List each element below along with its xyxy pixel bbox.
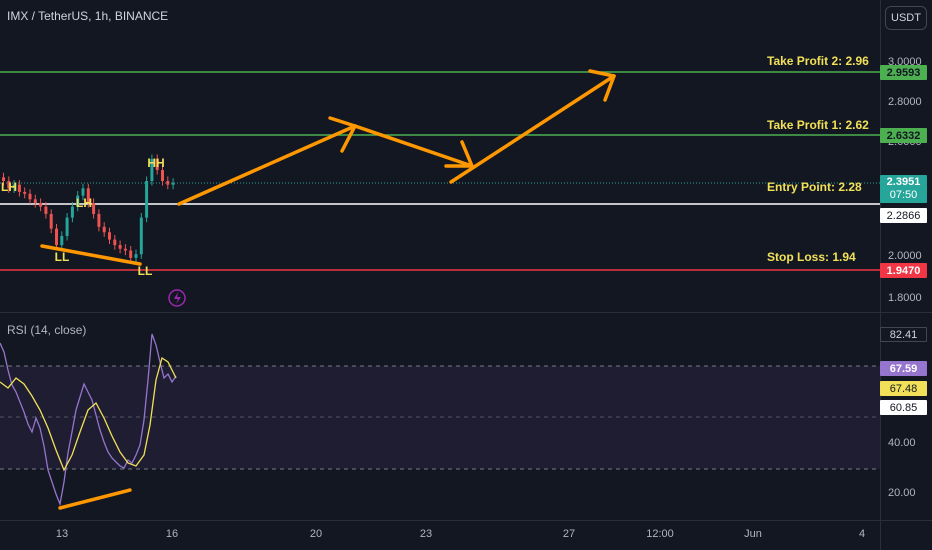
candle-body[interactable] [161, 170, 164, 181]
lightning-icon[interactable] [174, 292, 181, 304]
candle-body[interactable] [113, 239, 117, 246]
candle-body[interactable] [2, 177, 5, 181]
take-profit-1-label: Take Profit 1: 2.62 [767, 118, 869, 132]
candle-body[interactable] [28, 193, 32, 200]
candle-body[interactable] [17, 184, 21, 192]
candle-body[interactable] [97, 213, 101, 227]
projection-arrows[interactable] [177, 69, 616, 206]
candle-body[interactable] [145, 181, 149, 218]
rsi-ma-badge: 67.48 [880, 381, 927, 396]
wave-label-ll-2: LL [137, 264, 153, 278]
candle-body[interactable] [23, 191, 27, 194]
stop-loss-label: Stop Loss: 1.94 [767, 250, 856, 264]
sl-price-badge: 1.9470 [880, 263, 927, 278]
time-axis-tick: Jun [744, 528, 762, 540]
rsi-line[interactable] [0, 333, 177, 507]
candle-body[interactable] [171, 182, 175, 185]
entry-point-label: Entry Point: 2.28 [767, 180, 862, 194]
candle-body[interactable] [7, 181, 11, 189]
rsi-title[interactable]: RSI (14, close) [7, 323, 87, 337]
candle-body[interactable] [60, 235, 64, 246]
candle-body[interactable] [70, 206, 74, 218]
tp1-price-badge: 2.6332 [880, 128, 927, 143]
candle-body[interactable] [92, 202, 96, 214]
current-price-value: 2.3951 [886, 176, 921, 188]
arrow-up-1[interactable] [177, 124, 357, 206]
entry-price-badge: 2.2866 [880, 208, 927, 223]
arrow-down[interactable] [353, 124, 474, 168]
price-axis-tick: 2.0000 [888, 250, 922, 262]
rsi-ma-line[interactable] [0, 356, 177, 472]
time-axis-tick: 4 [858, 528, 866, 540]
candle-body[interactable] [55, 228, 58, 246]
time-axis-tick: 23 [419, 528, 433, 540]
candle-body[interactable] [81, 188, 85, 196]
candle-body[interactable] [123, 248, 127, 251]
arrow-head-2[interactable] [444, 140, 474, 168]
time-axis-tick: 27 [562, 528, 576, 540]
candle-body[interactable] [118, 245, 122, 249]
wave-label-lh-1: LH [1, 180, 17, 194]
time-axis-tick: 16 [165, 528, 179, 540]
tp2-price-badge: 2.9593 [880, 65, 927, 80]
time-axis-tick: 12:00 [646, 528, 674, 540]
candle-body[interactable] [134, 254, 138, 258]
candle-body[interactable] [33, 199, 37, 203]
candle-body[interactable] [155, 159, 159, 171]
wave-label-hh: HH [147, 156, 165, 170]
candle-body[interactable] [166, 181, 170, 185]
candle-body[interactable] [108, 232, 111, 240]
candle-body[interactable] [150, 159, 154, 181]
candle-body[interactable] [49, 213, 53, 229]
candle-body[interactable] [12, 184, 16, 189]
lightning-circle[interactable] [168, 289, 186, 307]
take-profit-2-label: Take Profit 2: 2.96 [767, 54, 869, 68]
rsi-mid-badge: 60.85 [880, 400, 927, 415]
arrow-head-3[interactable] [588, 69, 616, 102]
wave-label-ll-1: LL [54, 250, 70, 264]
symbol-title[interactable]: IMX / TetherUS, 1h, BINANCE [7, 9, 169, 23]
countdown-value: 07:50 [889, 189, 918, 201]
arrow-up-2[interactable] [449, 74, 616, 184]
candle-body[interactable] [65, 217, 69, 236]
candle-body[interactable] [76, 195, 80, 207]
candle-body[interactable] [39, 202, 43, 207]
current-price-badge: 2.3951 07:50 [880, 175, 927, 203]
rsi-axis-tick: 40.00 [888, 437, 916, 449]
time-axis-tick: 13 [55, 528, 69, 540]
currency-button[interactable]: USDT [885, 6, 927, 30]
rsi-high-badge: 82.41 [880, 327, 927, 342]
candle-body[interactable] [44, 206, 48, 214]
rsi-divergence-line[interactable] [58, 488, 132, 510]
rsi-value-badge: 67.59 [880, 361, 927, 376]
candle-body[interactable] [129, 250, 133, 258]
candle-body[interactable] [86, 188, 90, 203]
wave-label-lh-2: LH [76, 196, 92, 210]
candle-body[interactable] [102, 226, 106, 233]
candles-group [2, 154, 175, 263]
time-axis-tick: 20 [309, 528, 323, 540]
price-axis-tick: 1.8000 [888, 292, 922, 304]
price-axis-tick: 2.8000 [888, 96, 922, 108]
rsi-axis-tick: 20.00 [888, 487, 916, 499]
price-divergence-line[interactable] [40, 244, 142, 266]
candle-body[interactable] [139, 217, 143, 255]
